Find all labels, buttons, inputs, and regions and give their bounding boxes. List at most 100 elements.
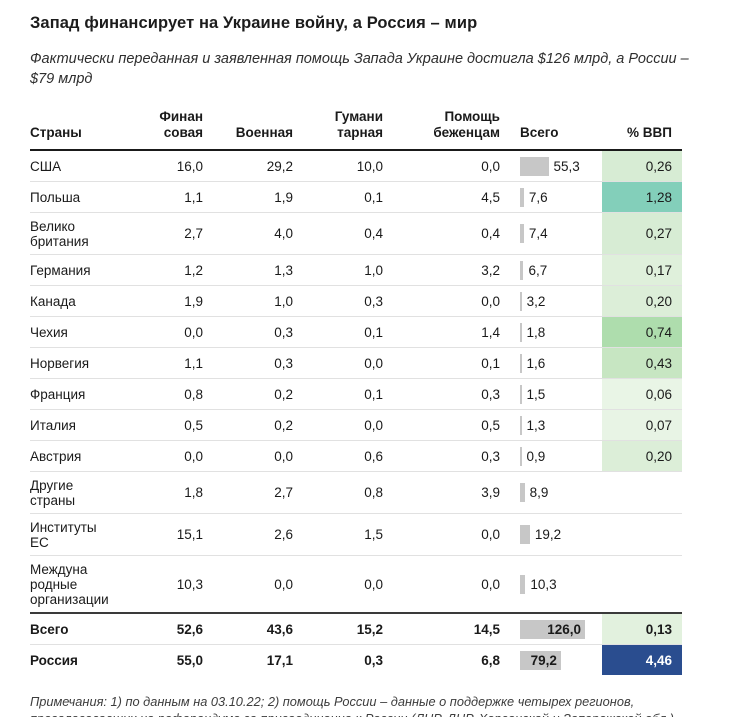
cell-humanitarian: 0,1	[364, 324, 383, 340]
total-value: 55,3	[553, 158, 580, 174]
total-bar-wrap: 55,3	[500, 156, 602, 176]
total-bar-wrap: 1,5	[500, 384, 602, 404]
table-row: Франция 0,8 0,2 0,1 0,3 1,5 0,06	[30, 378, 682, 410]
cell-military: 29,2	[266, 158, 293, 174]
cell-total: 8,9	[500, 472, 602, 514]
total-value: 0,9	[526, 448, 546, 464]
total-bar-wrap: 7,6	[500, 187, 602, 207]
cell-financial: 55,0	[176, 652, 203, 668]
table-row: Италия 0,5 0,2 0,0 0,5 1,3 0,07	[30, 409, 682, 441]
total-value: 19,2	[534, 527, 562, 542]
cell-refugees: 0,1	[481, 355, 500, 371]
table-row: Норвегия 1,1 0,3 0,0 0,1 1,6 0,43	[30, 347, 682, 379]
col-header-refugees: Помощь беженцам	[433, 109, 500, 140]
total-bar-wrap: 8,9	[500, 483, 602, 502]
cell-financial: 1,1	[184, 189, 203, 205]
table-row: Россия 55,0 17,1 0,3 6,8 79,2 4,46	[30, 644, 682, 675]
cell-gdp: 4,46	[602, 644, 682, 675]
cell-refugees: 0,0	[481, 293, 500, 309]
table-row: Австрия 0,0 0,0 0,6 0,3 0,9 0,20	[30, 440, 682, 472]
cell-country: Австрия	[30, 448, 82, 464]
cell-gdp: 0,74	[602, 316, 682, 348]
cell-total: 7,6	[500, 182, 602, 213]
total-bar-wrap: 10,3	[500, 574, 602, 594]
col-header-military: Военная	[235, 125, 293, 140]
total-value: 3,2	[526, 293, 546, 309]
cell-military: 1,0	[274, 293, 293, 309]
table-header: Страны Финан совая Военная Гумани тарная Пом…	[30, 109, 682, 150]
cell-financial: 1,2	[184, 262, 203, 278]
cell-total: 19,2	[500, 514, 602, 556]
cell-gdp: 0,17	[602, 254, 682, 286]
total-value: 10,3	[530, 576, 557, 592]
cell-military: 0,2	[274, 386, 293, 402]
cell-humanitarian: 0,1	[364, 189, 383, 205]
cell-financial: 52,6	[176, 621, 203, 637]
cell-refugees: 1,4	[481, 324, 500, 340]
cell-country: Франция	[30, 386, 86, 402]
cell-humanitarian: 15,2	[356, 621, 383, 637]
cell-total: 6,7	[500, 255, 602, 286]
cell-gdp: 0,27	[602, 212, 682, 255]
cell-refugees: 4,5	[481, 189, 500, 205]
total-bar-wrap: 3,2	[500, 291, 602, 311]
total-bar-wrap: 79,2	[500, 650, 602, 670]
table-row: США 16,0 29,2 10,0 0,0 55,3 0,26	[30, 150, 682, 182]
cell-humanitarian: 1,5	[364, 527, 383, 542]
cell-refugees: 0,0	[481, 527, 500, 542]
cell-financial: 10,3	[176, 576, 203, 592]
col-header-total: Всего	[520, 125, 559, 140]
total-bar	[520, 322, 522, 342]
cell-country: Велико британия	[30, 218, 89, 249]
cell-refugees: 0,4	[481, 226, 500, 241]
cell-humanitarian: 0,8	[364, 485, 383, 500]
cell-refugees: 6,8	[481, 652, 500, 668]
cell-refugees: 0,3	[481, 386, 500, 402]
cell-military: 2,6	[274, 527, 293, 542]
total-value: 6,7	[528, 262, 548, 278]
cell-refugees: 0,0	[481, 158, 500, 174]
cell-gdp: 0,07	[602, 409, 682, 441]
cell-military: 0,0	[274, 576, 293, 592]
cell-financial: 0,0	[184, 324, 203, 340]
cell-refugees: 0,5	[481, 417, 500, 433]
col-header-humanitarian: Гумани тарная	[334, 109, 383, 140]
total-bar-wrap: 7,4	[500, 224, 602, 243]
table-row: Чехия 0,0 0,3 0,1 1,4 1,8 0,74	[30, 316, 682, 348]
col-header-gdp: % ВВП	[627, 125, 672, 140]
total-bar	[520, 446, 522, 466]
cell-gdp: 0,20	[602, 285, 682, 317]
table-row: Институты ЕС 15,1 2,6 1,5 0,0 19,2	[30, 513, 682, 556]
cell-humanitarian: 0,0	[364, 576, 383, 592]
cell-military: 4,0	[274, 226, 293, 241]
table-row: Велико британия 2,7 4,0 0,4 0,4 7,4 0,27	[30, 212, 682, 255]
cell-humanitarian: 0,1	[364, 386, 383, 402]
total-value: 1,3	[526, 417, 546, 433]
cell-total: 55,3	[500, 150, 602, 182]
total-bar: 126,0	[520, 619, 585, 639]
total-value: 1,8	[526, 324, 546, 340]
cell-financial: 2,7	[184, 226, 203, 241]
cell-gdp: 0,13	[602, 613, 682, 645]
cell-financial: 0,0	[184, 448, 203, 464]
cell-country: Италия	[30, 417, 76, 433]
table-row: Междуна родные организации 10,3 0,0 0,0 0,0 1…	[30, 555, 682, 614]
cell-financial: 16,0	[176, 158, 203, 174]
total-value: 1,6	[526, 355, 546, 371]
cell-military: 0,0	[274, 448, 293, 464]
table-row: Всего 52,6 43,6 15,2 14,5 126,0 0,13	[30, 613, 682, 645]
cell-military: 0,3	[274, 355, 293, 371]
cell-total: 10,3	[500, 556, 602, 614]
notes: Примечания: 1) по данным на 03.10.22; 2)…	[30, 694, 674, 717]
total-bar-wrap: 19,2	[500, 525, 602, 544]
total-bar	[520, 415, 522, 435]
cell-financial: 0,8	[184, 386, 203, 402]
cell-total: 0,9	[500, 441, 602, 472]
cell-refugees: 3,9	[481, 485, 500, 500]
cell-country: Чехия	[30, 324, 68, 340]
cell-gdp: 0,26	[602, 150, 682, 182]
total-bar	[520, 291, 522, 311]
cell-refugees: 3,2	[481, 262, 500, 278]
table-row: Польша 1,1 1,9 0,1 4,5 7,6 1,28	[30, 181, 682, 213]
